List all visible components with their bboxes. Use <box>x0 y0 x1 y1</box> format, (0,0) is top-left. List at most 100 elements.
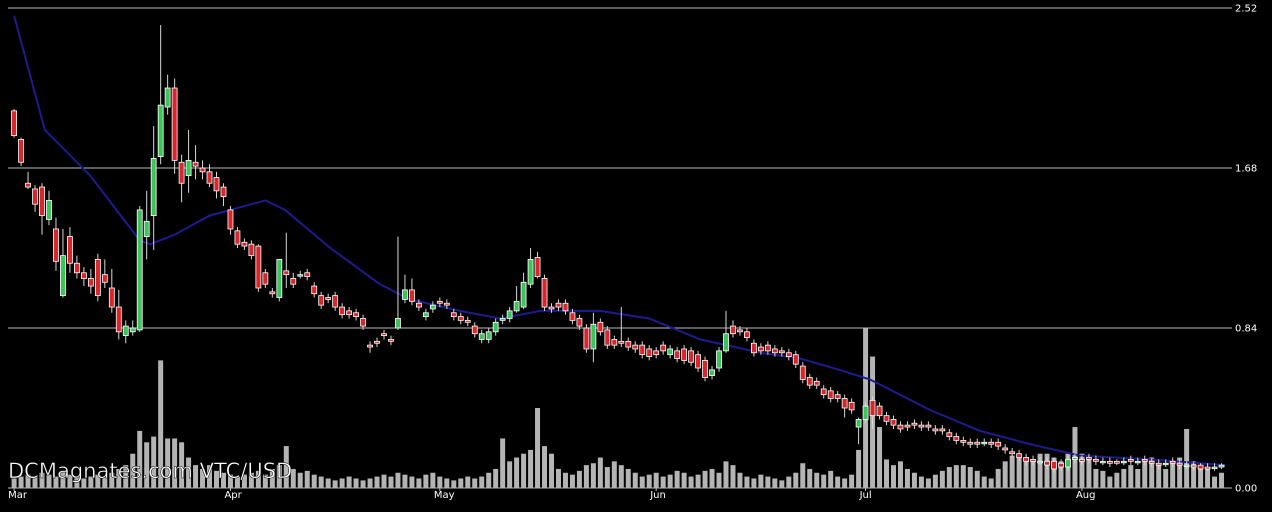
volume-bar <box>479 476 485 488</box>
volume-bar <box>535 408 541 488</box>
volume-bar <box>102 476 108 488</box>
candle-body <box>890 419 897 426</box>
volume-bar <box>814 472 820 488</box>
candle-body <box>1037 460 1043 464</box>
volume-bar <box>576 470 582 488</box>
x-tick-label: Aug <box>1076 490 1096 501</box>
volume-bar <box>367 478 373 488</box>
candle-body <box>143 220 150 237</box>
candle-body <box>164 87 171 108</box>
candle-body <box>478 333 485 340</box>
candle-body <box>304 272 311 277</box>
volume-bar <box>842 478 848 488</box>
volume-bar <box>681 472 687 488</box>
candle-body <box>46 199 52 220</box>
candle-body <box>653 350 660 356</box>
volume-bar <box>911 472 917 488</box>
volume-bar <box>290 468 296 488</box>
candle-body <box>381 333 387 337</box>
candle-body <box>1148 460 1155 464</box>
candle-body <box>625 340 632 348</box>
candle-body <box>150 158 157 217</box>
volume-bar <box>960 465 966 488</box>
volume-bar <box>220 472 226 488</box>
candle-body <box>11 110 17 137</box>
axes: 0.00 0.84 1.68 2.52 Mar Apr May Jun Jul Aug <box>8 4 1257 502</box>
candle-body <box>660 344 667 352</box>
volume-bar <box>800 463 806 488</box>
volume-bar <box>1128 465 1134 488</box>
candle-body <box>869 399 876 417</box>
volume-bar <box>507 461 513 488</box>
candle-body <box>1162 462 1169 466</box>
candle-body <box>185 159 192 177</box>
candle-body <box>1113 460 1120 464</box>
candle-body <box>1072 457 1078 460</box>
volume-bar <box>618 465 624 488</box>
candle-body <box>827 390 834 399</box>
candle-body <box>974 441 981 445</box>
volume-bar <box>227 474 233 488</box>
volume-bar <box>39 472 45 488</box>
candle-body <box>1218 464 1225 468</box>
volume-bar <box>897 461 903 488</box>
candle-body <box>199 167 206 173</box>
volume-bar <box>660 476 666 488</box>
volume-bar <box>549 453 555 488</box>
candle-body <box>429 304 436 310</box>
candle-body <box>234 230 241 245</box>
candle-body <box>785 352 792 357</box>
volume-bar <box>318 476 324 488</box>
volume-bar <box>765 476 771 488</box>
candle-body <box>751 342 757 354</box>
volume-bar <box>688 476 694 488</box>
candle-body <box>1044 460 1050 466</box>
volume-bar <box>849 474 855 488</box>
volume-bar <box>1037 453 1043 488</box>
volume-bar <box>25 474 31 488</box>
candle-body <box>332 295 339 308</box>
candle-layer <box>11 25 1225 473</box>
volume-bar <box>1177 457 1183 488</box>
volume-bar <box>172 438 178 488</box>
candle-body <box>604 329 611 346</box>
candle-body <box>597 321 604 333</box>
candle-body <box>939 428 946 432</box>
volume-bar <box>1156 465 1162 488</box>
volume-bar <box>779 480 785 488</box>
volume-bar <box>451 480 457 488</box>
volume-bar <box>1093 468 1099 488</box>
candle-body <box>157 104 164 157</box>
y-tick-label: 2.52 <box>1235 4 1257 15</box>
candle-body <box>911 422 918 426</box>
volume-bar <box>730 465 736 488</box>
volume-bar <box>116 468 122 488</box>
volume-bar <box>269 468 275 488</box>
x-tick-label: Jul <box>859 490 872 501</box>
volume-bar <box>234 476 240 488</box>
volume-bar <box>276 465 282 488</box>
candle-body <box>709 369 715 377</box>
candle-body <box>32 188 38 205</box>
volume-bar <box>1184 428 1190 488</box>
candle-body <box>674 350 681 359</box>
volume-bar <box>988 478 994 488</box>
candle-body <box>555 302 562 308</box>
volume-bar <box>200 468 206 488</box>
candle-body <box>402 289 408 300</box>
candle-body <box>1197 464 1204 470</box>
candle-body <box>206 171 213 184</box>
volume-bar <box>123 465 129 488</box>
candle-body <box>534 257 541 277</box>
candle-body <box>94 259 101 297</box>
volume-bar <box>88 476 94 488</box>
volume-bar <box>486 472 492 488</box>
volume-bar <box>877 427 883 488</box>
volume-bar <box>1058 461 1064 488</box>
volume-bar <box>346 476 352 488</box>
volume-bar <box>109 472 115 488</box>
candle-body <box>53 228 59 262</box>
volume-bar <box>1212 476 1218 488</box>
volume-bar <box>569 474 575 488</box>
volume-bar <box>416 478 422 488</box>
